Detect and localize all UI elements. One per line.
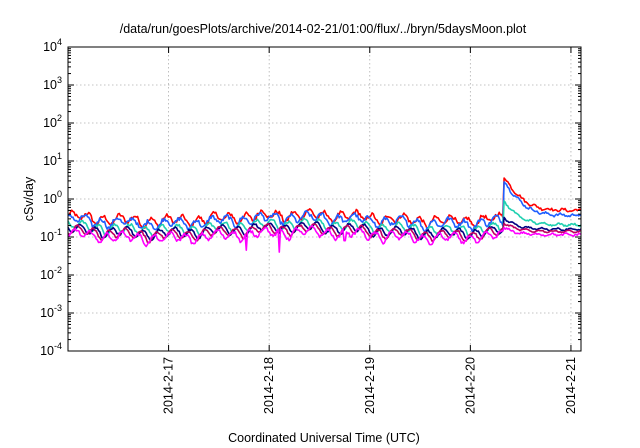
series-line-0 [67,177,582,230]
x-tick-label: 2014-2-17 [162,357,176,414]
y-tick-label: 101 [43,151,62,168]
x-axis-label: Coordinated Universal Time (UTC) [228,431,420,445]
y-tick-label: 10-4 [40,341,62,358]
chart-title: /data/run/goesPlots/archive/2014-02-21/0… [120,22,527,36]
y-tick-label: 103 [43,75,62,92]
x-tick-label: 2014-2-18 [262,357,276,414]
x-tick-label: 2014-2-21 [564,357,578,414]
series-line-5 [67,225,582,253]
series-line-1 [67,181,582,233]
y-tick-label: 10-3 [40,303,62,320]
x-tick-label: 2014-2-20 [463,357,477,414]
x-axis-ticks: 2014-2-17 2014-2-18 2014-2-19 2014-2-20 2014… [162,47,578,414]
y-axis-ticks: 10-4 10-3 10-2 10-1 100 101 102 103 104 [40,37,581,358]
x-tick-label: 2014-2-19 [363,357,377,414]
y-tick-label: 104 [43,37,62,54]
y-axis-label: cSv/day [22,176,36,221]
y-tick-label: 10-1 [40,227,62,244]
y-tick-label: 102 [43,113,62,130]
y-tick-label: 10-2 [40,265,62,282]
series-lines [67,177,582,253]
grid [68,47,581,351]
y-tick-label: 100 [43,189,62,206]
